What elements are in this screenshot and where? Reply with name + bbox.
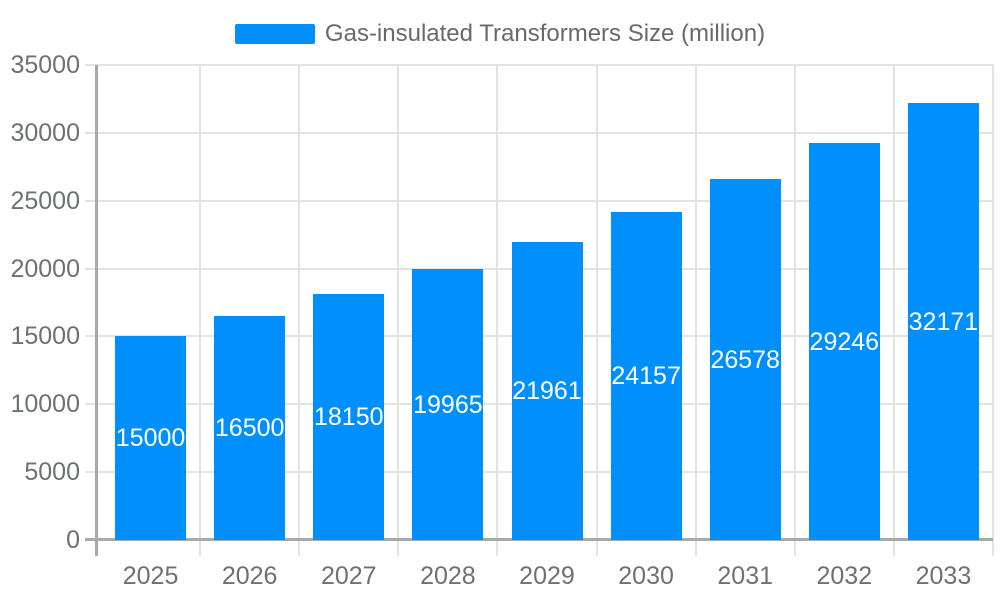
x-tick-label: 2033 [915,562,972,590]
bar-value-label: 29246 [809,327,880,356]
legend-label: Gas-insulated Transformers Size (million… [324,20,766,47]
bar-2025[interactable] [115,336,187,540]
y-tick-label: 0 [66,526,80,554]
bar-2028[interactable] [412,269,484,540]
y-tick-label: 15000 [10,322,80,351]
bar-value-label: 26578 [710,345,780,374]
bar-2033[interactable] [907,103,979,540]
bar-2029[interactable] [511,241,583,540]
bar-2032[interactable] [808,143,880,540]
x-tick-label: 2029 [519,562,575,590]
y-tick-label: 5000 [24,458,80,487]
v-gridline [496,65,499,556]
bar-value-label: 16500 [214,414,285,443]
x-tick-label: 2032 [816,562,873,590]
x-tick-label: 2025 [122,562,179,590]
y-tick-label: 35000 [10,51,80,79]
bar-2030[interactable] [610,212,682,540]
bar-2026[interactable] [214,316,286,540]
legend-swatch-icon [234,24,315,44]
y-axis-line [95,65,98,556]
v-gridline [892,65,895,556]
v-gridline [298,65,301,556]
bar-2031[interactable] [709,179,781,540]
bar-value-label: 32171 [908,307,979,336]
bar-value-label: 18150 [314,402,384,431]
bar-2027[interactable] [313,293,385,540]
v-gridline [397,65,400,556]
y-tick-label: 30000 [10,118,80,147]
v-gridline [992,65,994,556]
v-gridline [595,65,598,556]
bar-value-label: 21961 [512,376,582,405]
y-tick-label: 10000 [10,390,80,419]
x-tick-label: 2028 [420,562,476,590]
x-tick-label: 2026 [221,562,278,590]
x-tick-label: 2027 [320,562,377,590]
h-gridline [85,131,993,134]
h-gridline [85,64,993,66]
legend-item[interactable]: Gas-insulated Transformers Size (million… [0,22,1000,46]
y-tick-label: 25000 [10,186,80,215]
bar-value-label: 19965 [413,390,483,419]
x-tick-label: 2031 [717,562,774,590]
bar-value-label: 15000 [115,424,186,453]
v-gridline [694,65,697,556]
bar-value-label: 24157 [611,362,681,391]
y-tick-label: 20000 [10,254,80,283]
v-gridline [199,65,202,556]
h-gridline [85,199,993,202]
x-tick-label: 2030 [618,562,674,590]
v-gridline [793,65,796,556]
